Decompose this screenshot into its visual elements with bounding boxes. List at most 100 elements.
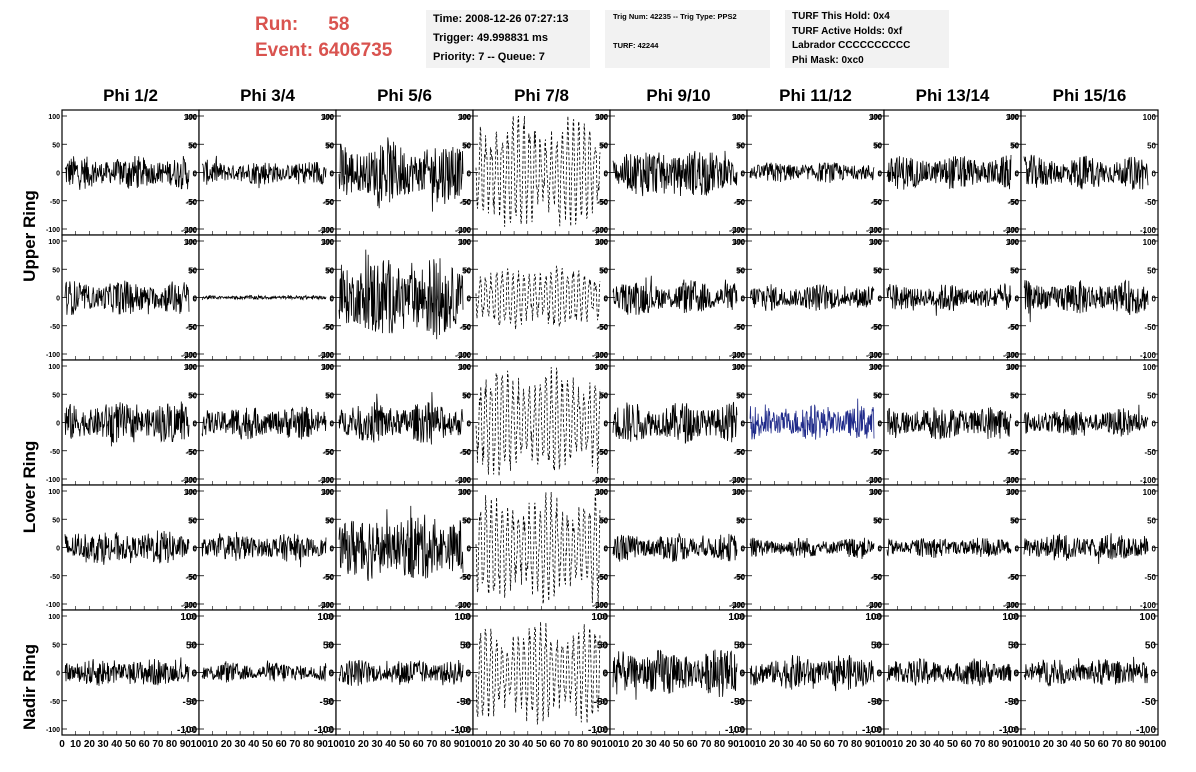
y-tick-label-right: 50 — [736, 141, 745, 150]
x-tick-label: 50 — [125, 739, 137, 750]
y-tick-label-right: 0 — [602, 669, 608, 680]
y-tick-label-right: 50 — [325, 391, 334, 400]
y-tick-label-right: 100 — [869, 363, 883, 372]
y-tick-label-left: -100 — [594, 227, 608, 234]
y-tick-label-left: -100 — [320, 602, 334, 609]
waveform-line — [201, 155, 327, 189]
y-tick-label-right: -100 — [455, 351, 472, 360]
y-tick-label-left: 0 — [193, 296, 197, 303]
y-tick-label-right: -50 — [594, 697, 609, 708]
panel-frame — [472, 234, 611, 361]
y-tick-label-left: 100 — [322, 239, 334, 246]
y-tick-label-left: 100 — [322, 489, 334, 496]
y-tick-label-right: 50 — [325, 516, 334, 525]
y-tick-label-right: -50 — [733, 448, 745, 457]
waveform-panel-r0-c7: 100 100 50 50 0 0 -50 -50 -100 -100 — [1005, 109, 1159, 236]
y-tick-label-right: 100 — [595, 113, 609, 122]
y-tick-label-right: 100 — [184, 113, 198, 122]
y-tick-label-right: 0 — [741, 170, 746, 179]
y-tick-label-left: 50 — [52, 642, 60, 649]
y-tick-label-right: 0 — [467, 170, 472, 179]
y-tick-label-right: -50 — [870, 573, 882, 582]
y-tick-label-right: 100 — [454, 612, 471, 623]
y-tick-label-left: -100 — [868, 602, 882, 609]
y-tick-label-left: 50 — [874, 142, 882, 149]
x-tick-label: 70 — [974, 739, 986, 750]
y-tick-label-left: 0 — [878, 296, 882, 303]
y-tick-label-right: -100 — [592, 351, 609, 360]
waveform-line — [338, 249, 464, 340]
waveform-panel-r3-c2: 100 100 50 50 0 0 -50 -50 -100 -100 — [320, 484, 474, 611]
y-tick-label-right: 50 — [1147, 266, 1156, 275]
y-tick-label-left: 100 — [185, 489, 197, 496]
y-tick-label-left: 100 — [596, 489, 608, 496]
y-tick-label-left: 50 — [600, 267, 608, 274]
waveform-line — [749, 537, 875, 560]
y-tick-label-right: 0 — [878, 295, 883, 304]
y-tick-label-right: -100 — [588, 725, 608, 736]
y-tick-label-right: 100 — [180, 612, 197, 623]
y-tick-label-left: 50 — [1011, 517, 1019, 524]
waveform-line — [886, 283, 1012, 316]
x-tick-label: 10 — [344, 739, 356, 750]
y-tick-label-left: 100 — [322, 614, 334, 621]
y-tick-label-right: 0 — [330, 420, 335, 429]
y-tick-label-left: -50 — [598, 449, 608, 456]
y-tick-label-right: -100 — [1140, 226, 1157, 235]
y-tick-label-left: 50 — [326, 267, 334, 274]
x-tick-label: 10 — [207, 739, 219, 750]
waveform-panel-r0-c5: 100 100 50 50 0 0 -50 -50 -100 -100 — [731, 109, 885, 236]
y-tick-label-right: 0 — [741, 295, 746, 304]
y-tick-label-left: -50 — [50, 699, 60, 706]
waveform-line — [612, 401, 738, 444]
y-tick-label-right: -100 — [1003, 226, 1020, 235]
y-tick-label-left: 100 — [48, 114, 60, 121]
column-header-phi-11-12: Phi 11/12 — [779, 86, 852, 105]
y-tick-label-right: 100 — [865, 612, 882, 623]
x-tick-label: 100 — [328, 739, 345, 750]
waveform-panel-r1-c3: 100 100 50 50 0 0 -50 -50 -100 -100 — [457, 234, 611, 361]
x-tick-label: 20 — [84, 739, 96, 750]
y-tick-label-right: 100 — [869, 113, 883, 122]
y-tick-label-right: 50 — [460, 640, 472, 651]
waveform-panel-r4-c3: 100 100 50 50 0 0 -50 -50 -100 -100 — [457, 609, 611, 736]
x-tick-label: 10 — [70, 739, 82, 750]
y-tick-label-right: 0 — [878, 420, 883, 429]
y-tick-label-left: 50 — [874, 267, 882, 274]
waveform-line — [612, 275, 738, 315]
y-tick-label-right: 100 — [1143, 363, 1157, 372]
y-tick-label-left: -50 — [187, 199, 197, 206]
y-tick-label-left: 50 — [874, 517, 882, 524]
y-tick-label-right: 50 — [188, 266, 197, 275]
waveform-panel-r2-c0: 100 100 50 50 0 0 -50 -50 -100 -100 — [46, 359, 200, 486]
y-tick-label-left: 100 — [870, 364, 882, 371]
y-tick-label-left: 100 — [459, 489, 471, 496]
y-tick-label-right: 0 — [465, 669, 471, 680]
y-tick-label-right: 100 — [732, 113, 746, 122]
y-tick-label-left: -100 — [1005, 727, 1019, 734]
x-tick-label: 50 — [536, 739, 548, 750]
x-tick-label: 40 — [933, 739, 945, 750]
y-tick-label-right: 100 — [184, 488, 198, 497]
y-tick-label-right: 0 — [467, 545, 472, 554]
y-tick-label-left: 100 — [870, 239, 882, 246]
y-tick-label-right: 0 — [1152, 170, 1157, 179]
waveform-panel-r1-c4: 100 100 50 50 0 0 -50 -50 -100 -100 — [594, 234, 748, 361]
y-tick-label-left: 50 — [737, 392, 745, 399]
waveform-panel-r3-c4: 100 100 50 50 0 0 -50 -50 -100 -100 — [594, 484, 748, 611]
y-tick-label-left: -50 — [50, 324, 60, 331]
y-tick-label-right: 50 — [1147, 141, 1156, 150]
y-tick-label-right: -50 — [870, 448, 882, 457]
y-tick-label-right: 50 — [1008, 640, 1020, 651]
waveform-panel-r3-c0: 100 100 50 50 0 0 -50 -50 -100 -100 — [46, 484, 200, 611]
waveform-panel-r1-c0: 100 100 50 50 0 0 -50 -50 -100 -100 — [46, 234, 200, 361]
y-tick-label-right: 0 — [1150, 669, 1156, 680]
waveform-panel-r0-c3: 100 100 50 50 0 0 -50 -50 -100 -100 — [457, 109, 611, 236]
y-tick-label-right: 100 — [1002, 612, 1019, 623]
run-event-box: Run: 58 Event: 6406735 — [255, 12, 392, 64]
y-tick-label-left: 50 — [189, 392, 197, 399]
x-tick-label: 30 — [1057, 739, 1069, 750]
turf-active-text: TURF Active Holds: 0xf — [792, 25, 903, 37]
y-tick-label-left: -50 — [187, 574, 197, 581]
x-tick-label: 90 — [180, 739, 192, 750]
